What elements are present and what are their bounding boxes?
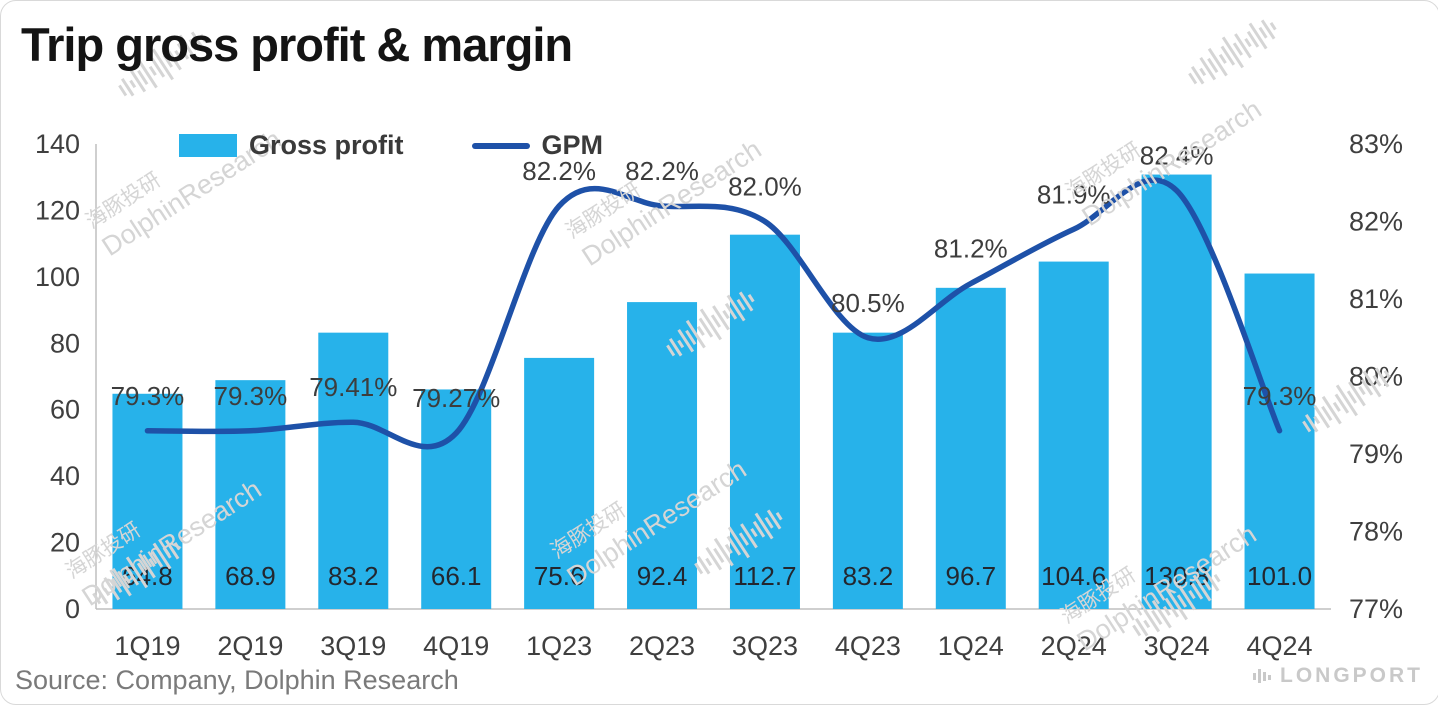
legend-label-gpm: GPM [541, 130, 604, 160]
svg-text:80%: 80% [1349, 362, 1403, 392]
line-swatch-icon [471, 142, 530, 149]
legend-item-gpm: GPM [471, 130, 604, 161]
svg-text:2Q23: 2Q23 [629, 631, 695, 661]
svg-text:82.2%: 82.2% [625, 156, 699, 186]
svg-text:4Q23: 4Q23 [835, 631, 901, 661]
svg-text:79%: 79% [1349, 439, 1403, 469]
svg-text:78%: 78% [1349, 517, 1403, 547]
svg-text:81%: 81% [1349, 284, 1403, 314]
svg-text:79.27%: 79.27% [412, 383, 500, 413]
svg-text:4Q19: 4Q19 [423, 631, 489, 661]
svg-text:64.8: 64.8 [122, 561, 173, 591]
svg-text:3Q24: 3Q24 [1144, 631, 1210, 661]
svg-text:101.0: 101.0 [1247, 561, 1312, 591]
bar-swatch-icon [179, 134, 237, 157]
svg-text:100: 100 [35, 262, 80, 292]
svg-text:82%: 82% [1349, 207, 1403, 237]
svg-text:60: 60 [50, 395, 80, 425]
svg-text:82.0%: 82.0% [728, 172, 802, 202]
longport-logo-icon [1253, 669, 1271, 683]
svg-text:140: 140 [35, 129, 80, 159]
svg-text:2Q19: 2Q19 [217, 631, 283, 661]
svg-text:66.1: 66.1 [431, 561, 482, 591]
svg-text:0: 0 [65, 594, 80, 624]
svg-text:83%: 83% [1349, 129, 1403, 159]
longport-brand-text: LONGPORT [1280, 664, 1423, 687]
legend-item-gross-profit: Gross profit [179, 130, 404, 161]
svg-text:92.4: 92.4 [637, 561, 688, 591]
svg-text:120: 120 [35, 195, 80, 225]
svg-text:3Q19: 3Q19 [320, 631, 386, 661]
svg-text:20: 20 [50, 528, 80, 558]
source-note: Source: Company, Dolphin Research [15, 665, 459, 695]
svg-text:79.3%: 79.3% [1243, 381, 1317, 411]
svg-text:104.6: 104.6 [1041, 561, 1106, 591]
svg-text:1Q24: 1Q24 [938, 631, 1004, 661]
svg-text:130.8: 130.8 [1144, 561, 1209, 591]
svg-text:112.7: 112.7 [733, 561, 796, 591]
svg-text:82.4%: 82.4% [1140, 141, 1214, 171]
legend-label-gross-profit: Gross profit [249, 130, 404, 160]
svg-text:79.3%: 79.3% [111, 381, 185, 411]
svg-text:83.2: 83.2 [843, 561, 894, 591]
svg-text:79.41%: 79.41% [309, 372, 397, 402]
chart-title: Trip gross profit & margin [21, 18, 573, 71]
svg-text:1Q19: 1Q19 [114, 631, 180, 661]
svg-text:2Q24: 2Q24 [1041, 631, 1107, 661]
svg-text:80.5%: 80.5% [831, 288, 905, 318]
longport-brand: LONGPORT [1252, 664, 1423, 688]
svg-text:83.2: 83.2 [328, 561, 379, 591]
svg-text:80: 80 [50, 328, 80, 358]
svg-text:77%: 77% [1349, 594, 1403, 624]
svg-text:1Q23: 1Q23 [526, 631, 592, 661]
svg-text:3Q23: 3Q23 [732, 631, 798, 661]
svg-text:79.3%: 79.3% [214, 381, 288, 411]
svg-text:4Q24: 4Q24 [1247, 631, 1313, 661]
svg-text:68.9: 68.9 [225, 561, 276, 591]
svg-text:96.7: 96.7 [945, 561, 996, 591]
svg-text:75.6: 75.6 [534, 561, 585, 591]
svg-text:81.9%: 81.9% [1037, 179, 1111, 209]
svg-text:40: 40 [50, 461, 80, 491]
svg-text:81.2%: 81.2% [934, 234, 1008, 264]
chart-legend: Gross profit GPM [179, 130, 603, 161]
svg-text:82.2%: 82.2% [522, 156, 596, 186]
